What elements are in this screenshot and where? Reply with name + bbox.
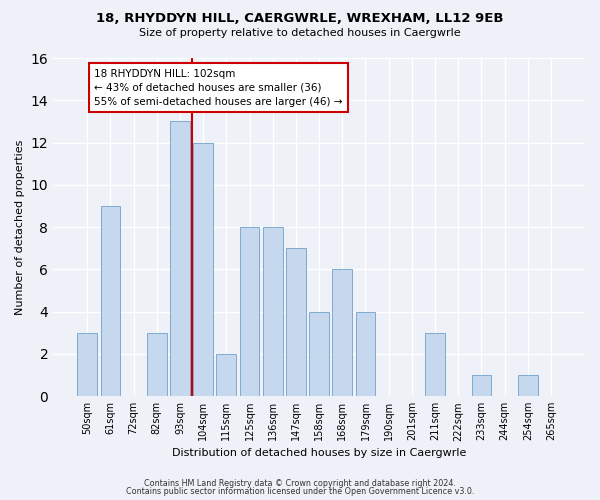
Text: Contains HM Land Registry data © Crown copyright and database right 2024.: Contains HM Land Registry data © Crown c… [144,478,456,488]
Bar [332,270,352,396]
Text: 18, RHYDDYN HILL, CAERGWRLE, WREXHAM, LL12 9EB: 18, RHYDDYN HILL, CAERGWRLE, WREXHAM, LL… [96,12,504,26]
Bar [263,227,283,396]
Bar [193,142,213,396]
Bar [239,227,259,396]
Bar [356,312,376,396]
Bar [286,248,306,396]
Text: 18 RHYDDYN HILL: 102sqm
← 43% of detached houses are smaller (36)
55% of semi-de: 18 RHYDDYN HILL: 102sqm ← 43% of detache… [94,68,343,106]
Text: Size of property relative to detached houses in Caergwrle: Size of property relative to detached ho… [139,28,461,38]
Bar [170,122,190,396]
Bar [101,206,120,396]
Text: Contains public sector information licensed under the Open Government Licence v3: Contains public sector information licen… [126,487,474,496]
Bar [217,354,236,396]
Bar [309,312,329,396]
Bar [518,375,538,396]
Bar [77,333,97,396]
X-axis label: Distribution of detached houses by size in Caergwrle: Distribution of detached houses by size … [172,448,466,458]
Y-axis label: Number of detached properties: Number of detached properties [15,140,25,315]
Bar [425,333,445,396]
Bar [147,333,167,396]
Bar [472,375,491,396]
